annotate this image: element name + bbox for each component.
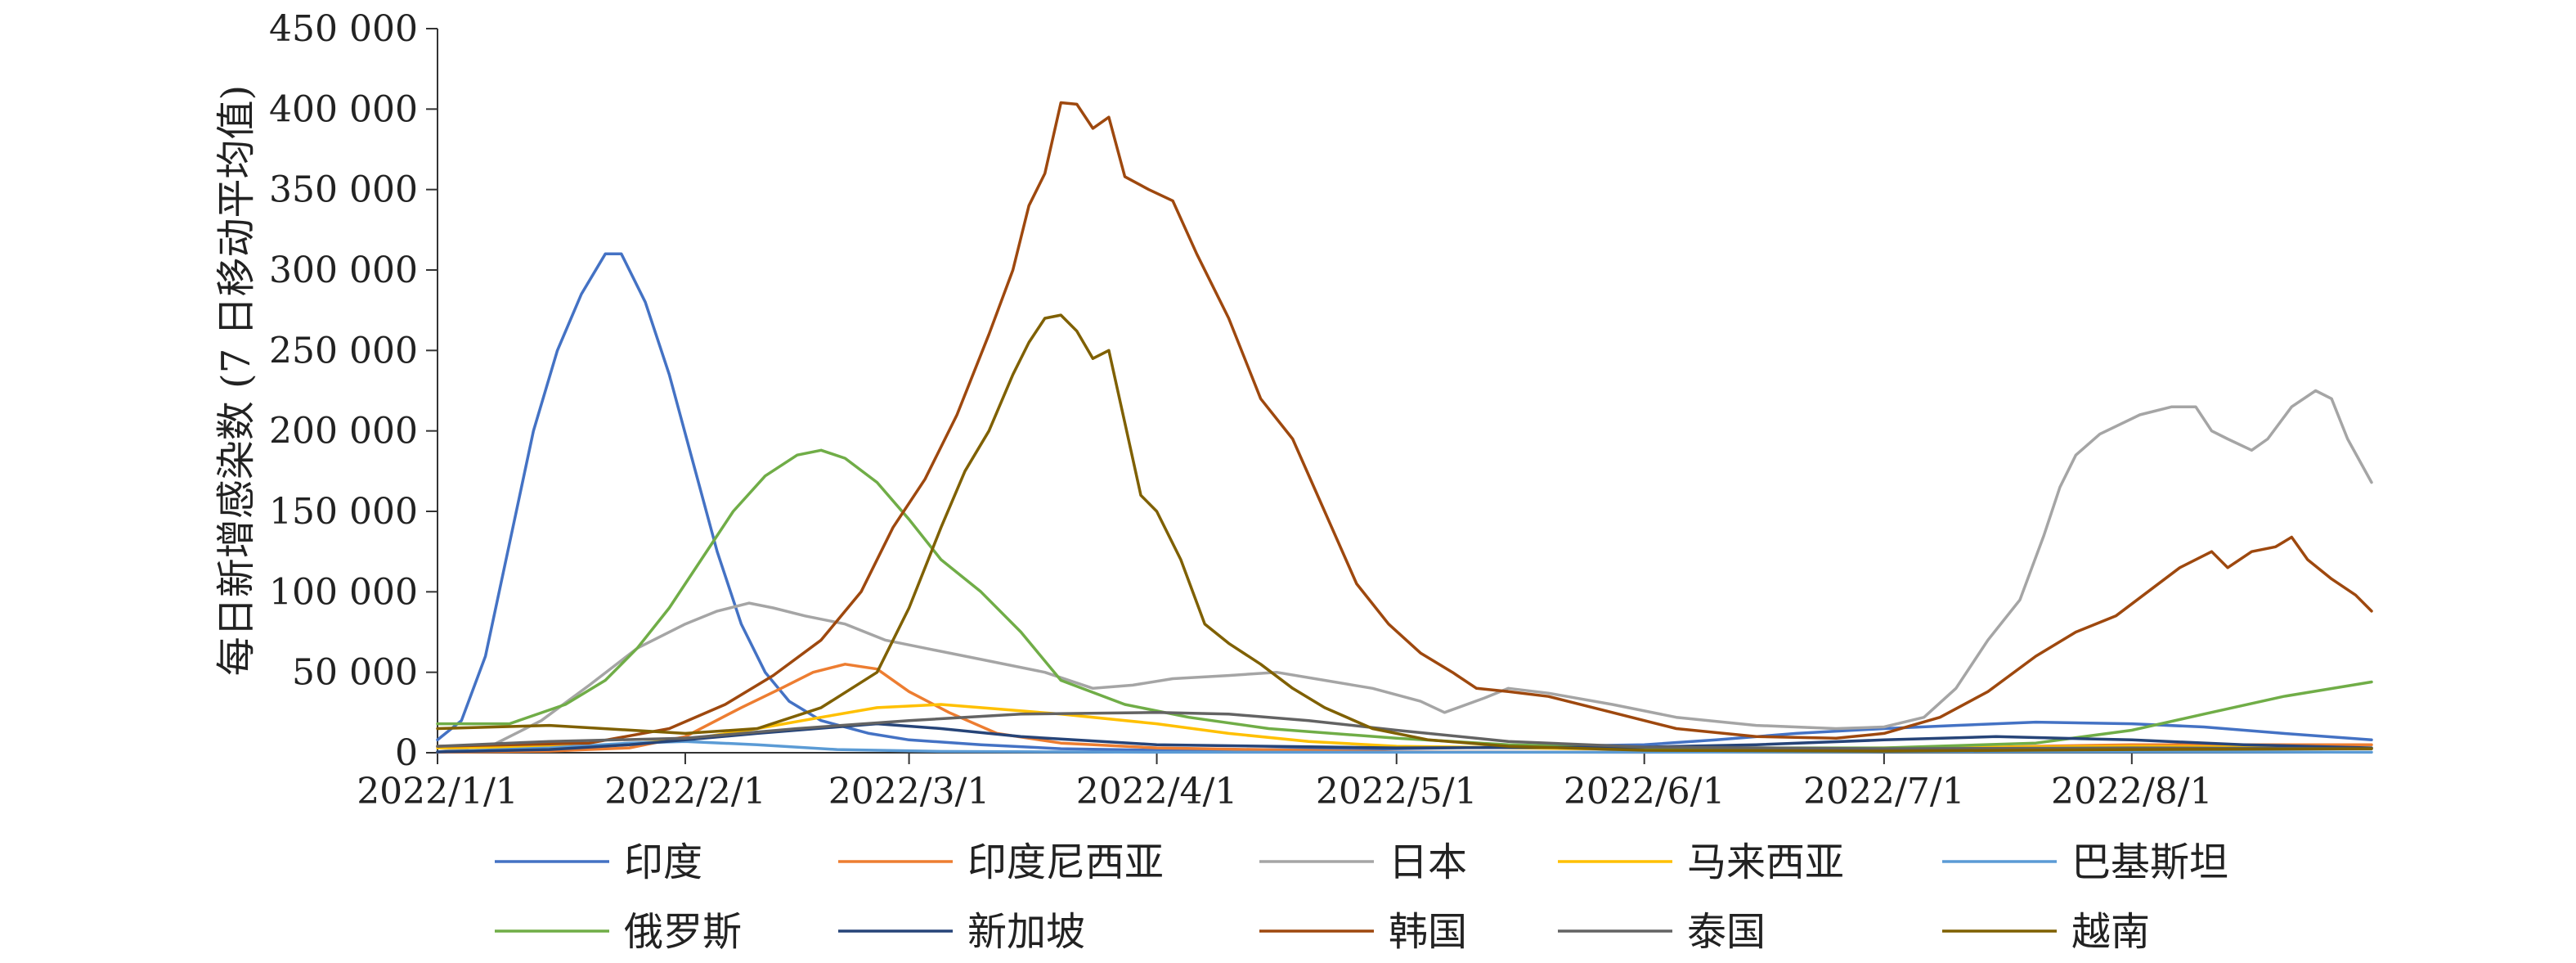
x-tick-label: 2022/5/1 (1316, 771, 1478, 812)
y-tick-label: 150 000 (269, 491, 418, 533)
series-line (436, 722, 2373, 754)
series-line (436, 448, 2373, 749)
x-tick-label: 2022/8/1 (2051, 771, 2213, 812)
y-tick-label: 100 000 (269, 571, 418, 613)
y-tick-label: 0 (395, 732, 418, 774)
series-line (436, 101, 2373, 748)
legend-label: 俄罗斯 (624, 909, 742, 955)
legend-label: 新加坡 (967, 909, 1085, 955)
y-axis-label: 每日新增感染数 (7 日移动平均值) (213, 85, 259, 677)
y-tick-label: 250 000 (269, 330, 418, 371)
x-tick-label: 2022/6/1 (1564, 771, 1726, 812)
legend-label: 韩国 (1389, 909, 1467, 955)
y-tick-label: 450 000 (269, 8, 418, 50)
x-tick-label: 2022/7/1 (1803, 771, 1965, 812)
series-line (436, 389, 2373, 754)
x-tick-label: 2022/2/1 (604, 771, 766, 812)
series-line (436, 252, 2373, 752)
legend-label: 印度 (624, 839, 702, 885)
series-line (436, 313, 2373, 753)
series-line (436, 711, 2373, 750)
legend-label: 越南 (2071, 909, 2150, 955)
legend-label: 马来西亚 (1687, 839, 1844, 885)
legend-label: 日本 (1389, 839, 1467, 885)
x-tick-label: 2022/3/1 (828, 771, 990, 812)
y-tick-label: 300 000 (269, 250, 418, 291)
y-tick-label: 350 000 (269, 169, 418, 211)
x-tick-label: 2022/4/1 (1076, 771, 1238, 812)
y-tick-label: 50 000 (292, 652, 418, 694)
y-tick-label: 400 000 (269, 88, 418, 130)
legend-label: 印度尼西亚 (967, 839, 1164, 885)
legend-label: 泰国 (1687, 909, 1766, 955)
x-tick-label: 2022/1/1 (357, 771, 518, 812)
y-tick-label: 200 000 (269, 411, 418, 452)
legend-label: 巴基斯坦 (2071, 839, 2228, 885)
